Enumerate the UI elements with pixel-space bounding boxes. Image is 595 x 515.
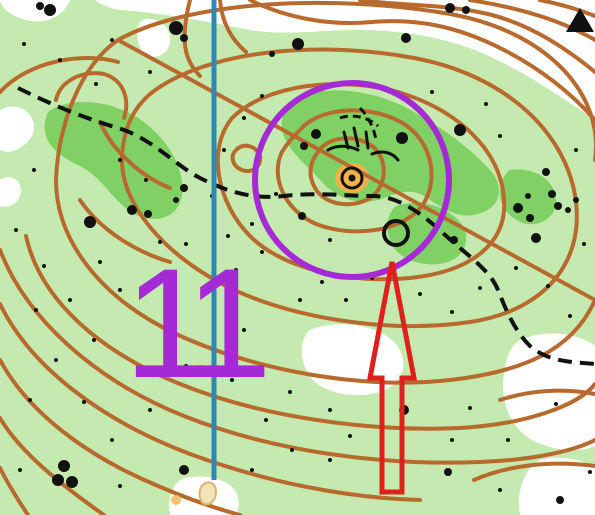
black-circle-feature-icon [382, 219, 410, 247]
red-arrow-up [366, 261, 418, 495]
black-triangle-icon [566, 8, 594, 32]
boulders [36, 2, 579, 504]
knoll-ring-icon [340, 166, 364, 190]
small-clearing-icon [198, 481, 218, 506]
cliff-marks [326, 126, 400, 162]
knoll-center-icon [348, 174, 356, 182]
control-number: 11 [124, 237, 272, 411]
footpath-dashed [17, 86, 595, 366]
small-trees [14, 38, 592, 492]
control-circle [252, 80, 452, 280]
small-track [339, 106, 379, 141]
yellow-dot-icon [171, 495, 181, 505]
